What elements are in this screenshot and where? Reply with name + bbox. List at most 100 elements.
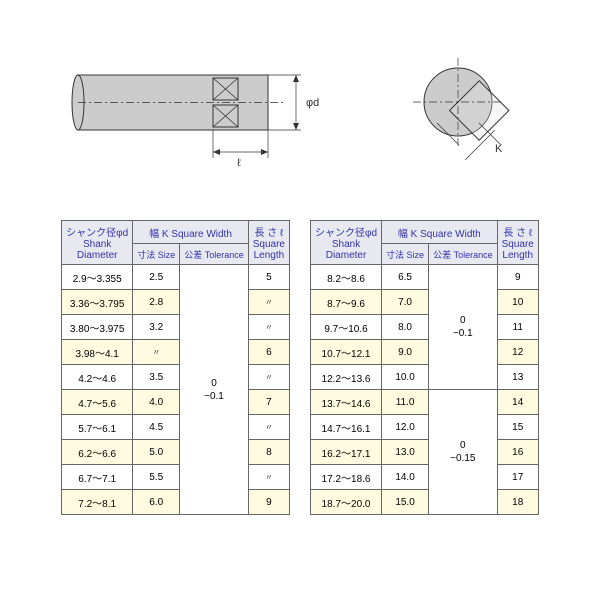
col-tolerance: 公差 Tolerance (429, 244, 498, 265)
cell-size: 2.8 (133, 290, 180, 315)
cell-length: 8 (248, 440, 289, 465)
cell-diameter: 6.7～7.1 (62, 465, 133, 490)
cell-diameter: 3.36～3.795 (62, 290, 133, 315)
table-row: 18.7～20.015.0 18 (311, 490, 539, 515)
tables-area: シャンク径φdShankDiameter 幅 K Square Width 長 … (20, 220, 580, 515)
cell-size: 10.0 (382, 365, 429, 390)
cell-size: 9.0 (382, 340, 429, 365)
table-row: 2.9～3.3552.50−0.15 (62, 265, 290, 290)
cell-size: 6.0 (133, 490, 180, 515)
cell-size: 12.0 (382, 415, 429, 440)
cell-size: 15.0 (382, 490, 429, 515)
svg-text:φd: φd (306, 97, 319, 109)
cell-size: 2.5 (133, 265, 180, 290)
cell-diameter: 7.2～8.1 (62, 490, 133, 515)
cell-diameter: 10.7～12.1 (311, 340, 382, 365)
cell-length: 〃 (248, 290, 289, 315)
table-row: 14.7～16.112.0 15 (311, 415, 539, 440)
table-row: 3.98～4.1〃 6 (62, 340, 290, 365)
cell-diameter: 6.2～6.6 (62, 440, 133, 465)
cell-size: 13.0 (382, 440, 429, 465)
table-row: 5.7～6.14.5 〃 (62, 415, 290, 440)
shank-side-view: φd ℓ (58, 30, 328, 180)
table-row: 12.2～13.610.0 13 (311, 365, 539, 390)
cell-diameter: 14.7～16.1 (311, 415, 382, 440)
col-square-length: 長 さ ℓSquareLength (497, 221, 538, 265)
cell-diameter: 2.9～3.355 (62, 265, 133, 290)
table-row: 16.2～17.113.0 16 (311, 440, 539, 465)
cell-size: 7.0 (382, 290, 429, 315)
cell-diameter: 13.7～14.6 (311, 390, 382, 415)
cell-diameter: 16.2～17.1 (311, 440, 382, 465)
cell-diameter: 3.98～4.1 (62, 340, 133, 365)
cell-size: 5.5 (133, 465, 180, 490)
cell-diameter: 9.7～10.6 (311, 315, 382, 340)
table-row: 7.2～8.16.0 9 (62, 490, 290, 515)
cell-size: 3.2 (133, 315, 180, 340)
table-row: 9.7～10.68.0 11 (311, 315, 539, 340)
svg-text:K: K (495, 143, 503, 155)
cell-diameter: 12.2～13.6 (311, 365, 382, 390)
spec-table-right: シャンク径φdShankDiameter 幅 K Square Width 長 … (310, 220, 539, 515)
table-row: 13.7～14.611.00−0.1514 (311, 390, 539, 415)
shank-end-view: K (403, 30, 543, 180)
cell-length: 9 (248, 490, 289, 515)
cell-diameter: 18.7～20.0 (311, 490, 382, 515)
cell-length: 18 (497, 490, 538, 515)
col-square-width: 幅 K Square Width (382, 221, 498, 244)
cell-tolerance: 0−0.15 (429, 390, 498, 515)
cell-size: 3.5 (133, 365, 180, 390)
cell-size: 4.0 (133, 390, 180, 415)
table-row: 4.2～4.63.5 〃 (62, 365, 290, 390)
table-row: 6.7～7.15.5 〃 (62, 465, 290, 490)
cell-length: 〃 (248, 315, 289, 340)
cell-length: 12 (497, 340, 538, 365)
col-shank-diameter: シャンク径φdShankDiameter (62, 221, 133, 265)
spec-table-left: シャンク径φdShankDiameter 幅 K Square Width 長 … (61, 220, 290, 515)
cell-length: 〃 (248, 415, 289, 440)
cell-size: 〃 (133, 340, 180, 365)
cell-length: 6 (248, 340, 289, 365)
cell-diameter: 17.2～18.6 (311, 465, 382, 490)
svg-text:ℓ: ℓ (237, 157, 241, 169)
col-square-length: 長 さ ℓSquareLength (248, 221, 289, 265)
cell-diameter: 8.2～8.6 (311, 265, 382, 290)
table-row: 4.7～5.64.0 7 (62, 390, 290, 415)
cell-diameter: 4.7～5.6 (62, 390, 133, 415)
cell-length: 14 (497, 390, 538, 415)
col-square-width: 幅 K Square Width (133, 221, 249, 244)
cell-diameter: 5.7～6.1 (62, 415, 133, 440)
cell-length: 5 (248, 265, 289, 290)
table-row: 3.80～3.9753.2 〃 (62, 315, 290, 340)
cell-length: 13 (497, 365, 538, 390)
cell-size: 6.5 (382, 265, 429, 290)
cell-length: 〃 (248, 465, 289, 490)
col-size: 寸法 Size (133, 244, 180, 265)
cell-length: 15 (497, 415, 538, 440)
cell-tolerance: 0−0.1 (180, 265, 249, 515)
col-size: 寸法 Size (382, 244, 429, 265)
table-row: 6.2～6.65.0 8 (62, 440, 290, 465)
diagram-area: φd ℓ K (20, 20, 580, 190)
table-row: 8.7～9.67.0 10 (311, 290, 539, 315)
cell-size: 5.0 (133, 440, 180, 465)
cell-size: 14.0 (382, 465, 429, 490)
col-shank-diameter: シャンク径φdShankDiameter (311, 221, 382, 265)
cell-size: 11.0 (382, 390, 429, 415)
cell-length: 11 (497, 315, 538, 340)
table-row: 3.36～3.7952.8 〃 (62, 290, 290, 315)
table-row: 10.7～12.19.0 12 (311, 340, 539, 365)
cell-length: 10 (497, 290, 538, 315)
cell-length: 16 (497, 440, 538, 465)
cell-size: 4.5 (133, 415, 180, 440)
cell-diameter: 4.2～4.6 (62, 365, 133, 390)
table-row: 8.2～8.66.50−0.19 (311, 265, 539, 290)
cell-diameter: 3.80～3.975 (62, 315, 133, 340)
col-tolerance: 公差 Tolerance (180, 244, 249, 265)
cell-size: 8.0 (382, 315, 429, 340)
table-row: 17.2～18.614.017 (311, 465, 539, 490)
cell-length: 9 (497, 265, 538, 290)
cell-length: 7 (248, 390, 289, 415)
cell-length: 〃 (248, 365, 289, 390)
cell-diameter: 8.7～9.6 (311, 290, 382, 315)
